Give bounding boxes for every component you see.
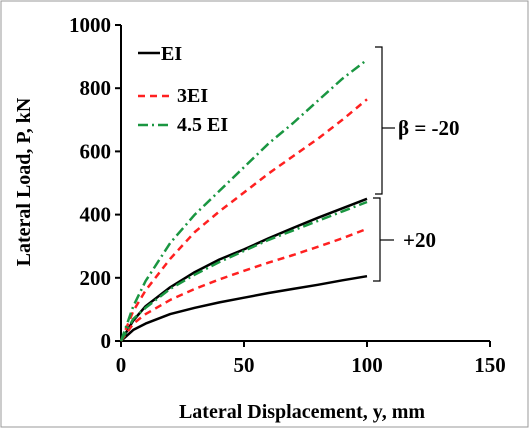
legend-label-4-5ei: 4.5 EI xyxy=(177,114,228,136)
x-tick-label-50: 50 xyxy=(234,353,255,377)
y-tick-label-1000: 1000 xyxy=(69,13,111,37)
series-lines xyxy=(119,58,368,342)
tick-marks: 0 200 400 600 800 1000 0 50 100 150 xyxy=(69,13,506,377)
y-tick-label-800: 800 xyxy=(80,76,112,100)
y-tick-label-0: 0 xyxy=(101,329,112,353)
axes xyxy=(120,25,490,342)
beta-plus-20-label: +20 xyxy=(403,228,436,252)
y-axis-title: Lateral Load, P, kN xyxy=(13,97,35,266)
series-line-ei-betaminus20 xyxy=(119,197,368,342)
series-line-4-5ei-betaplus20 xyxy=(119,200,368,342)
x-axis-title: Lateral Displacement, y, mm xyxy=(179,401,425,423)
legend-label-ei: EI xyxy=(161,43,182,65)
x-tick-label-0: 0 xyxy=(116,353,127,377)
y-tick-label-200: 200 xyxy=(80,266,112,290)
series-line-ei-betaplus20 xyxy=(120,274,368,342)
x-tick-label-150: 150 xyxy=(474,353,506,377)
x-tick-label-100: 100 xyxy=(351,353,383,377)
legend-label-3ei: 3EI xyxy=(177,85,208,107)
series-line-4-5ei-betaminus20 xyxy=(119,58,368,342)
annotations: β = -20 +20 xyxy=(373,46,460,282)
y-tick-label-400: 400 xyxy=(80,203,112,227)
series-line-3ei-betaminus20 xyxy=(119,98,368,342)
beta-minus-20-label: β = -20 xyxy=(398,116,460,140)
upper-group-bracket xyxy=(375,46,383,195)
y-tick-label-600: 600 xyxy=(80,139,112,163)
legend: EI 3EI 4.5 EI xyxy=(138,43,228,136)
